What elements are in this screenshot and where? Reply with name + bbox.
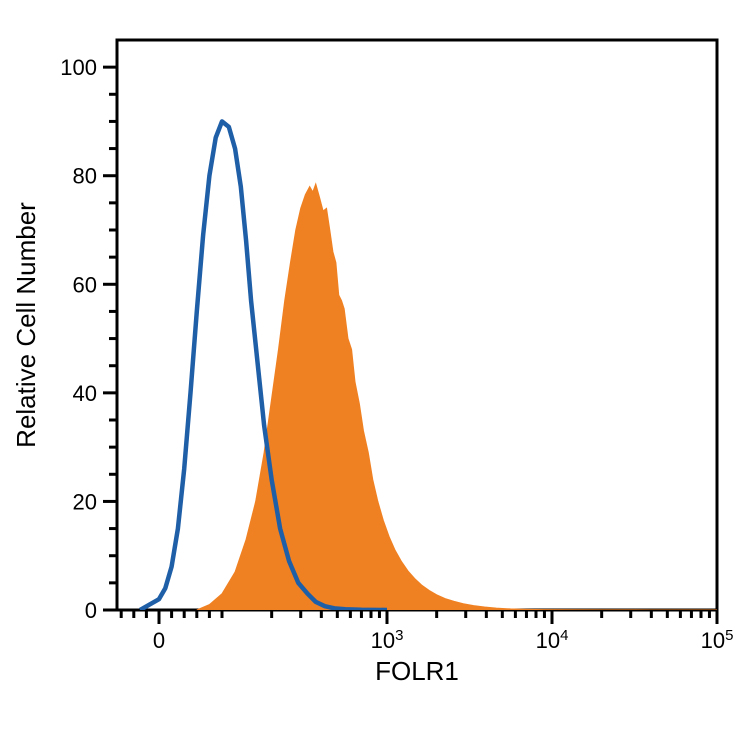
y-tick-label: 100: [60, 55, 97, 80]
x-tick-label: 0: [153, 628, 165, 653]
y-axis-label: Relative Cell Number: [11, 202, 41, 448]
y-tick-label: 40: [73, 381, 97, 406]
x-tick-label: 105: [701, 627, 734, 654]
x-axis: 0 103 104 105: [121, 610, 733, 653]
y-tick-label: 20: [73, 489, 97, 514]
y-tick-label: 0: [85, 598, 97, 623]
x-axis-label: FOLR1: [375, 656, 459, 686]
x-tick-label: 104: [536, 627, 569, 654]
y-tick-label: 80: [73, 164, 97, 189]
plot-border: [117, 40, 717, 610]
x-tick-label: 103: [371, 627, 404, 654]
y-tick-label: 60: [73, 272, 97, 297]
series-sample: [197, 184, 717, 610]
series-group: [140, 121, 717, 610]
flow-histogram: 0 20 40 60 80 100 0 103 104 105 FOLR1 Relative Cell…: [0, 0, 743, 743]
y-axis: 0 20 40 60 80 100: [60, 55, 117, 623]
